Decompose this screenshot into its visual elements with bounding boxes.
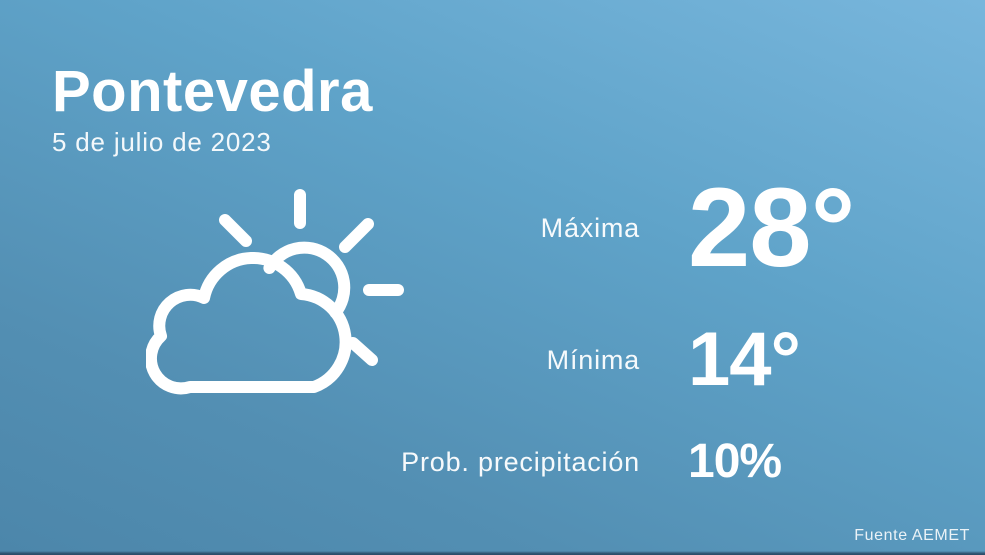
max-temp-value: 28°	[688, 165, 855, 290]
sun-ray-lower-right	[347, 337, 378, 366]
source-attribution: Fuente AEMET	[854, 527, 970, 544]
precipitation-value: 10%	[688, 435, 782, 488]
precipitation-label: Prob. precipitación	[401, 446, 640, 477]
date-text: 5 de julio de 2023	[52, 126, 272, 157]
min-temp-label: Mínima	[546, 344, 640, 375]
sun-behind-cloud-icon	[146, 189, 404, 395]
min-temp-value: 14°	[688, 317, 801, 402]
bottom-bar	[0, 551, 985, 555]
header: Pontevedra 5 de julio de 2023	[52, 59, 373, 158]
sun-arc	[263, 241, 351, 319]
sun-ray-upper-left	[219, 214, 252, 247]
min-temp-row: Mínima 14°	[390, 305, 801, 415]
sun-ray-upper-right	[339, 218, 374, 253]
max-temp-label: Máxima	[540, 212, 640, 243]
city-title: Pontevedra	[52, 59, 373, 124]
max-temp-row: Máxima 28°	[390, 163, 856, 293]
cloud-outline	[146, 251, 352, 395]
precipitation-row: Prob. precipitación 10%	[390, 422, 782, 502]
